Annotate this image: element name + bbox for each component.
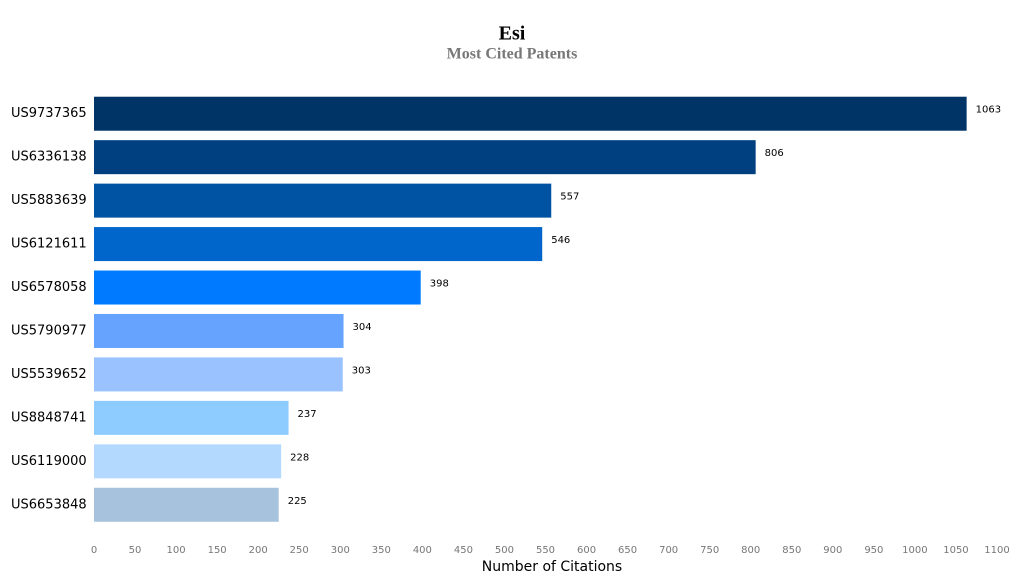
bar (94, 314, 344, 348)
x-tick-label: 450 (454, 545, 473, 556)
value-label: 225 (288, 496, 307, 507)
value-label: 1063 (976, 105, 1001, 116)
y-tick-label: US9737365 (11, 106, 87, 121)
chart-title: Esi (499, 23, 526, 45)
bar (94, 184, 551, 218)
x-tick-label: 650 (618, 545, 637, 556)
x-tick-label: 800 (741, 545, 760, 556)
y-tick-label: US5539652 (11, 367, 87, 382)
x-tick-label: 950 (864, 545, 883, 556)
y-tick-label: US6121611 (11, 237, 87, 252)
bar (94, 401, 289, 435)
x-axis-label: Number of Citations (482, 559, 622, 575)
chart-subtitle: Most Cited Patents (447, 46, 578, 63)
x-tick-label: 300 (331, 545, 350, 556)
bar (94, 357, 343, 391)
value-label: 557 (560, 192, 579, 203)
value-label: 546 (551, 235, 570, 246)
x-tick-label: 150 (208, 545, 227, 556)
x-tick-label: 700 (659, 545, 678, 556)
y-tick-label: US6653848 (11, 497, 87, 512)
x-tick-label: 350 (372, 545, 391, 556)
bar (94, 227, 542, 261)
x-tick-label: 500 (495, 545, 514, 556)
x-tick-label: 400 (413, 545, 432, 556)
value-label: 806 (765, 148, 784, 159)
value-label: 228 (290, 452, 309, 463)
y-tick-label: US8848741 (11, 410, 87, 425)
y-tick-label: US5790977 (11, 323, 87, 338)
value-label: 304 (353, 322, 372, 333)
x-tick-label: 750 (700, 545, 719, 556)
y-tick-label: US6119000 (11, 454, 87, 469)
x-tick-label: 1050 (943, 545, 968, 556)
x-tick-label: 1000 (902, 545, 927, 556)
y-tick-label: US6578058 (11, 280, 87, 295)
bar (94, 444, 281, 478)
x-tick-label: 100 (167, 545, 186, 556)
x-tick-label: 600 (577, 545, 596, 556)
x-tick-label: 50 (129, 545, 142, 556)
value-label: 237 (298, 409, 317, 420)
y-tick-label: US6336138 (11, 150, 87, 165)
bar (94, 97, 967, 131)
bar (94, 488, 279, 522)
bar (94, 271, 421, 305)
x-tick-label: 250 (290, 545, 309, 556)
value-label: 398 (430, 279, 449, 290)
x-tick-label: 900 (823, 545, 842, 556)
x-tick-label: 850 (782, 545, 801, 556)
x-tick-label: 200 (249, 545, 268, 556)
x-tick-label: 0 (91, 545, 97, 556)
bar (94, 140, 756, 174)
value-label: 303 (352, 365, 371, 376)
x-tick-label: 550 (536, 545, 555, 556)
x-tick-label: 1100 (984, 545, 1009, 556)
y-tick-label: US5883639 (11, 193, 87, 208)
